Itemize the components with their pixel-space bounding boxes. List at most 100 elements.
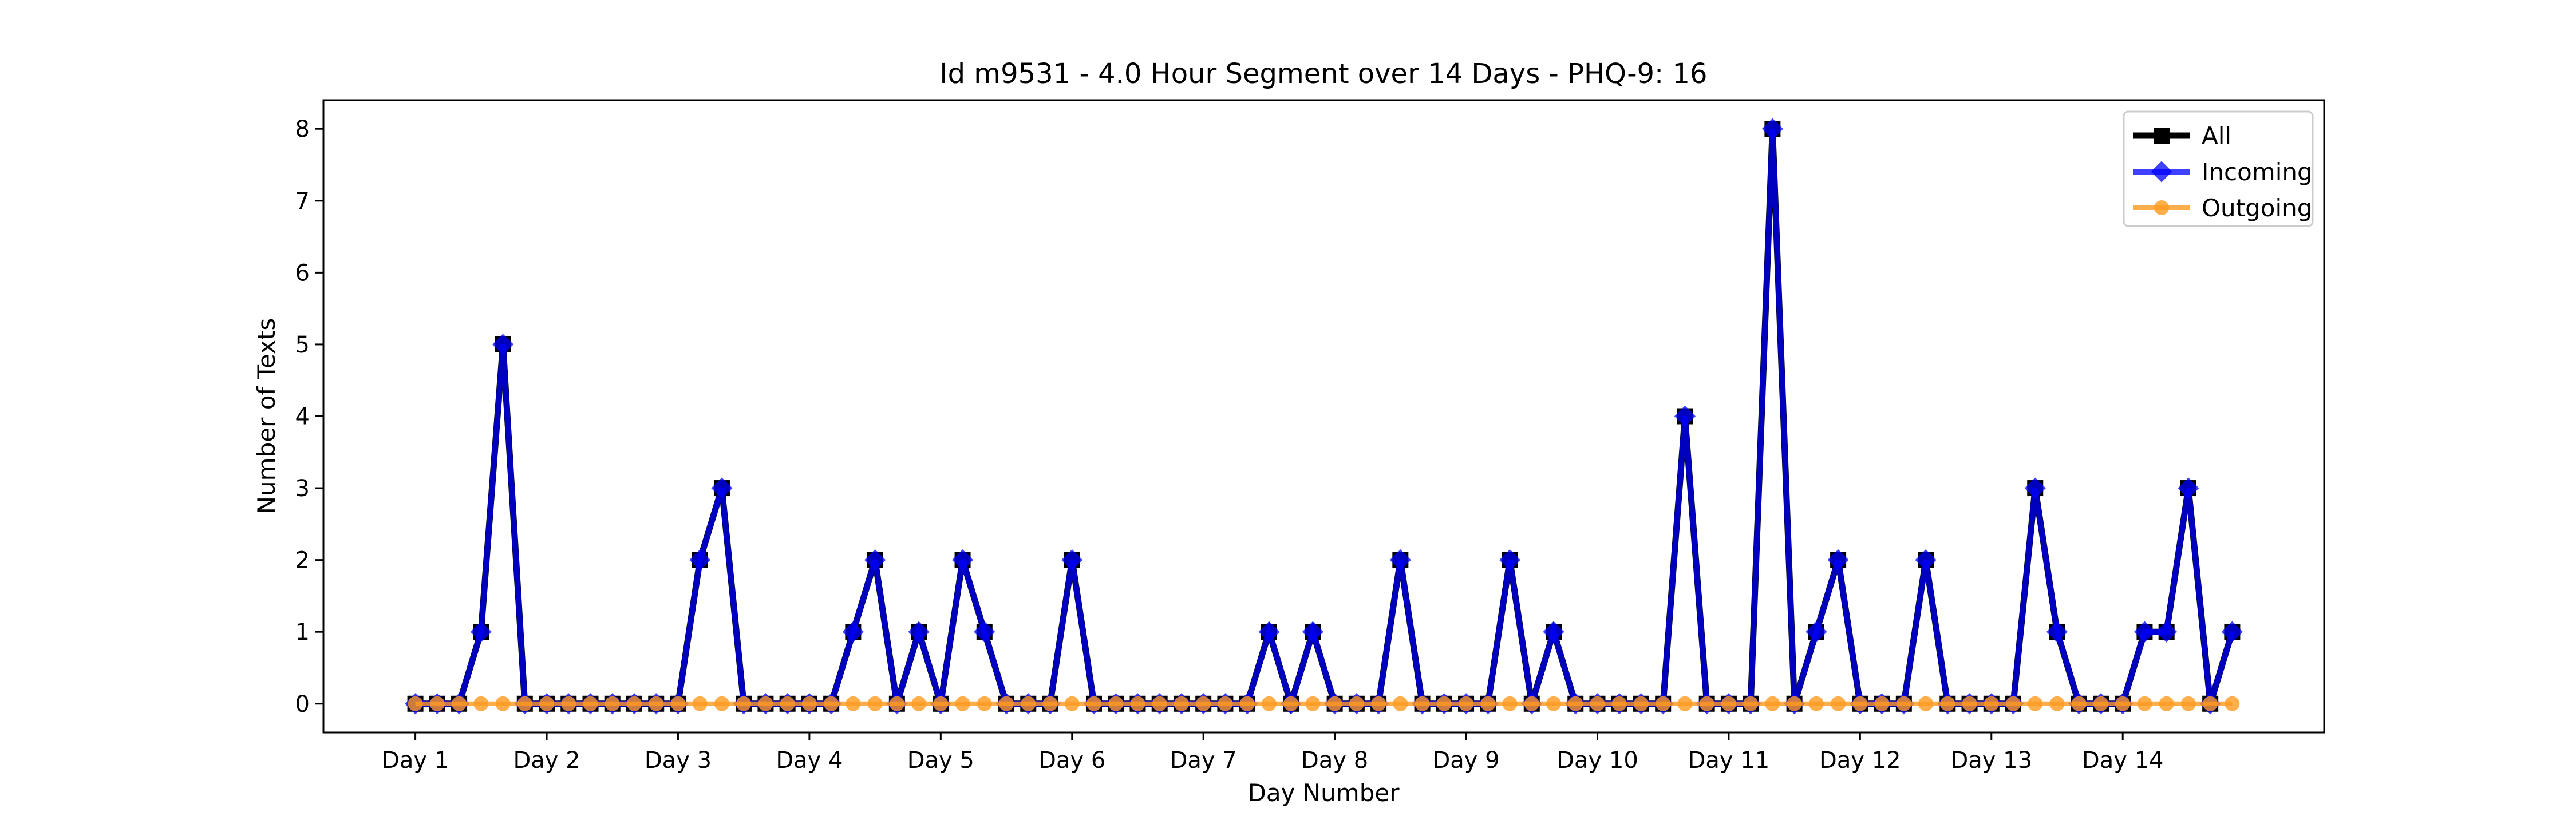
data-point: [2006, 696, 2021, 711]
data-point: [1677, 696, 1693, 711]
x-tick-label: Day 9: [1432, 747, 1499, 774]
data-point: [452, 696, 467, 711]
data-point: [951, 549, 974, 571]
legend: All Incoming Outgoing: [2123, 110, 2314, 227]
y-tick-label: 7: [295, 188, 310, 215]
x-tick-label: Day 11: [1688, 747, 1770, 774]
y-tick-label: 8: [295, 116, 310, 142]
x-tick-label: Day 1: [382, 747, 449, 774]
data-point: [1042, 696, 1058, 711]
series-line: [415, 129, 2235, 714]
data-point: [1699, 696, 1714, 711]
data-point: [692, 696, 708, 711]
data-point: [1546, 696, 1562, 711]
data-point: [1480, 696, 1496, 711]
data-point: [1765, 696, 1780, 711]
data-point: [1808, 696, 1824, 711]
x-axis-ticks: Day 1 Day 2 Day 3 Day 4 Day 5 Day 6 Day 7 Day 8…: [382, 732, 2164, 774]
data-point: [1130, 696, 1145, 711]
data-point: [736, 696, 752, 711]
data-point: [1611, 696, 1627, 711]
data-point: [780, 696, 795, 711]
chart-title: Id m9531 - 4.0 Hour Segment over 14 Days…: [939, 58, 1707, 90]
data-point: [1064, 696, 1080, 711]
data-point: [2154, 200, 2169, 215]
data-point: [2028, 696, 2043, 711]
data-point: [1761, 118, 1783, 140]
data-point: [867, 696, 883, 711]
x-tick-label: Day 10: [1556, 747, 1638, 774]
data-point: [1674, 405, 1696, 427]
data-point: [1805, 621, 1827, 643]
legend-box: [2123, 110, 2314, 227]
x-tick-label: Day 6: [1038, 747, 1105, 774]
data-point: [626, 696, 642, 711]
x-tick-label: Day 7: [1170, 747, 1237, 774]
data-point: [2151, 161, 2172, 183]
data-point: [2178, 477, 2199, 499]
data-point: [1196, 696, 1211, 711]
data-point: [1302, 621, 1323, 643]
data-point: [1349, 696, 1364, 711]
data-point: [539, 696, 555, 711]
data-point: [1218, 696, 1233, 711]
data-point: [711, 477, 733, 499]
data-point: [2071, 696, 2087, 711]
series-all: [407, 121, 2241, 715]
data-point: [1108, 696, 1124, 711]
data-point: [864, 549, 886, 571]
data-point: [408, 696, 423, 711]
plot-area: [322, 99, 2325, 734]
data-point: [2046, 621, 2068, 643]
data-point: [1258, 621, 1280, 643]
data-point: [670, 696, 686, 711]
data-point: [1152, 696, 1167, 711]
data-point: [955, 696, 970, 711]
data-point: [1852, 696, 1868, 711]
data-point: [933, 696, 949, 711]
x-tick-label: Day 5: [907, 747, 974, 774]
y-tick-label: 6: [295, 260, 310, 286]
data-point: [1874, 696, 1890, 711]
data-point: [2225, 696, 2240, 711]
data-point: [846, 696, 861, 711]
series-outgoing: [408, 696, 2240, 711]
data-point: [649, 696, 664, 711]
data-point: [2154, 128, 2170, 144]
data-point: [1543, 621, 1564, 643]
data-point: [1436, 696, 1452, 711]
data-point: [1633, 696, 1649, 711]
data-point: [1305, 696, 1321, 711]
legend-label: Outgoing: [2202, 194, 2312, 222]
legend-label: All: [2202, 122, 2231, 150]
data-point: [583, 696, 598, 711]
y-tick-label: 1: [295, 619, 310, 645]
data-point: [1283, 696, 1299, 711]
data-point: [824, 696, 839, 711]
data-point: [492, 334, 514, 355]
data-point: [2203, 696, 2218, 711]
data-point: [1787, 696, 1802, 711]
data-point: [2221, 621, 2243, 643]
series-layer: [405, 118, 2243, 715]
y-tick-label: 2: [295, 548, 310, 574]
data-point: [1371, 696, 1386, 711]
data-point: [2156, 621, 2178, 643]
data-point: [1389, 549, 1411, 571]
data-point: [758, 696, 773, 711]
y-tick-label: 4: [295, 404, 310, 430]
data-point: [2093, 696, 2108, 711]
data-point: [911, 696, 927, 711]
data-point: [1261, 696, 1277, 711]
data-point: [2159, 696, 2174, 711]
data-point: [1459, 696, 1474, 711]
data-point: [1086, 696, 1101, 711]
data-point: [1831, 696, 1846, 711]
data-point: [2049, 696, 2065, 711]
data-point: [470, 621, 492, 643]
data-point: [977, 696, 992, 711]
data-point: [1021, 696, 1036, 711]
data-point: [1827, 549, 1849, 571]
data-point: [1743, 696, 1759, 711]
